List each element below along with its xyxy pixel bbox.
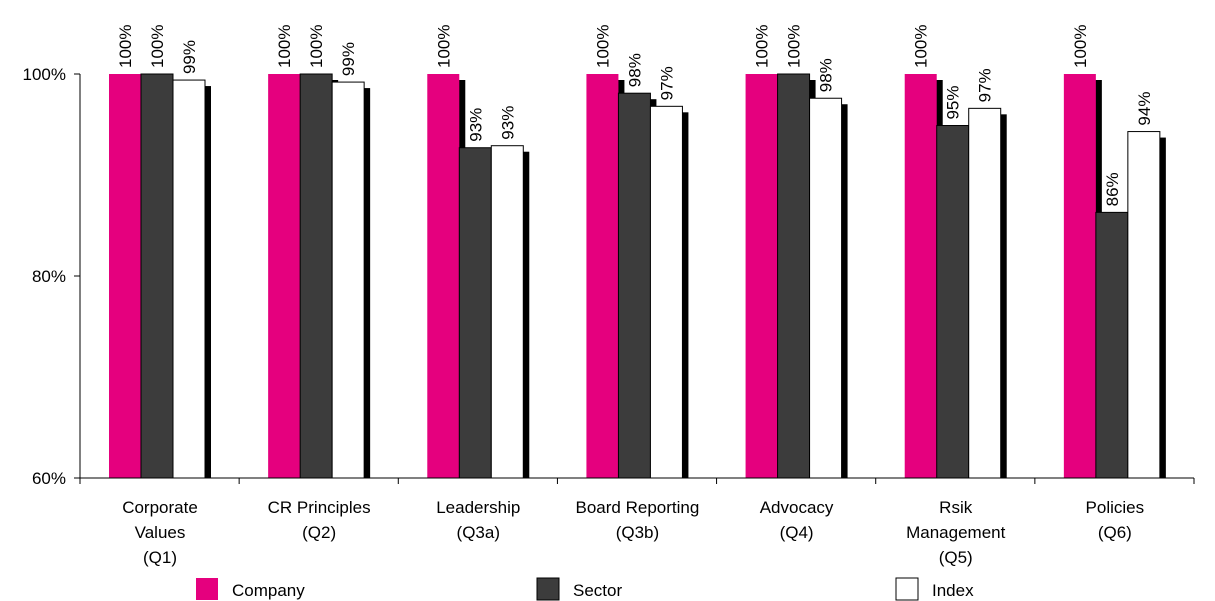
x-tick-label: (Q5): [939, 548, 973, 567]
bar-company: [745, 74, 778, 478]
x-tick-label: Corporate: [122, 498, 198, 517]
data-label: 100%: [148, 25, 167, 68]
data-label: 98%: [817, 58, 836, 92]
data-label: 100%: [275, 25, 294, 68]
data-label: 97%: [657, 66, 676, 100]
legend-swatch-index: [895, 577, 919, 601]
y-tick-label: 60%: [32, 469, 66, 488]
x-tick-label: Policies: [1086, 498, 1145, 517]
bar-company: [427, 74, 460, 478]
x-tick-label: (Q3a): [457, 523, 500, 542]
bar-index: [331, 81, 365, 479]
y-tick-label: 100%: [23, 65, 66, 84]
data-label: 99%: [339, 42, 358, 76]
legend-swatch-sector: [536, 577, 560, 601]
x-tick-label: Leadership: [436, 498, 520, 517]
data-label: 100%: [1071, 25, 1090, 68]
x-tick-label: Management: [906, 523, 1006, 542]
legend-label-index: Index: [932, 581, 974, 600]
x-tick-label: CR Principles: [268, 498, 371, 517]
legend: Company Sector Index: [196, 577, 974, 601]
data-label: 95%: [944, 85, 963, 119]
x-tick-label: Values: [135, 523, 186, 542]
data-label: 86%: [1103, 172, 1122, 206]
x-tick-label: (Q6): [1098, 523, 1132, 542]
axis-layer: 60% 80% 100%: [23, 65, 1195, 488]
data-label: 98%: [625, 53, 644, 87]
data-label: 100%: [593, 25, 612, 68]
legend-swatch-company: [196, 578, 218, 600]
bar-sector: [299, 73, 333, 479]
bar-index: [490, 145, 524, 479]
data-label: 100%: [116, 25, 135, 68]
legend-label-company: Company: [232, 581, 305, 600]
data-label: 100%: [307, 25, 326, 68]
legend-label-sector: Sector: [573, 581, 622, 600]
data-label: 93%: [498, 106, 517, 140]
bar-index: [172, 79, 206, 479]
bar-sector: [617, 92, 651, 479]
data-label: 97%: [976, 68, 995, 102]
y-tick-label: 80%: [32, 267, 66, 286]
bar-sector: [1095, 211, 1129, 479]
bar-index: [1127, 131, 1161, 479]
bar-company: [109, 74, 141, 478]
data-label: 100%: [912, 25, 931, 68]
labels-layer: 100% 100% 99% Corporate Values (Q1) 100% 100% 99…: [116, 25, 1154, 567]
data-label: 99%: [180, 40, 199, 74]
bar-sector: [458, 147, 492, 479]
bar-index: [968, 107, 1002, 479]
bar-company: [586, 74, 619, 478]
x-tick-label: (Q4): [780, 523, 814, 542]
data-label: 100%: [753, 25, 772, 68]
bars-layer: [109, 73, 1166, 479]
bar-company: [904, 74, 937, 478]
x-tick-label: Advocacy: [760, 498, 834, 517]
bar-company: [268, 74, 301, 478]
data-label: 94%: [1135, 92, 1154, 126]
data-label: 100%: [785, 25, 804, 68]
bar-sector: [777, 73, 811, 479]
x-tick-label: (Q1): [143, 548, 177, 567]
x-tick-label: Board Reporting: [576, 498, 700, 517]
x-tick-label: (Q2): [302, 523, 336, 542]
data-label: 100%: [434, 25, 453, 68]
bar-index: [809, 97, 843, 479]
bar-index: [649, 105, 683, 479]
bar-sector: [140, 73, 174, 479]
x-tick-label: (Q3b): [616, 523, 659, 542]
bar-sector: [936, 125, 970, 479]
data-label: 93%: [466, 108, 485, 142]
bar-company: [1063, 74, 1096, 478]
x-tick-label: Rsik: [939, 498, 973, 517]
